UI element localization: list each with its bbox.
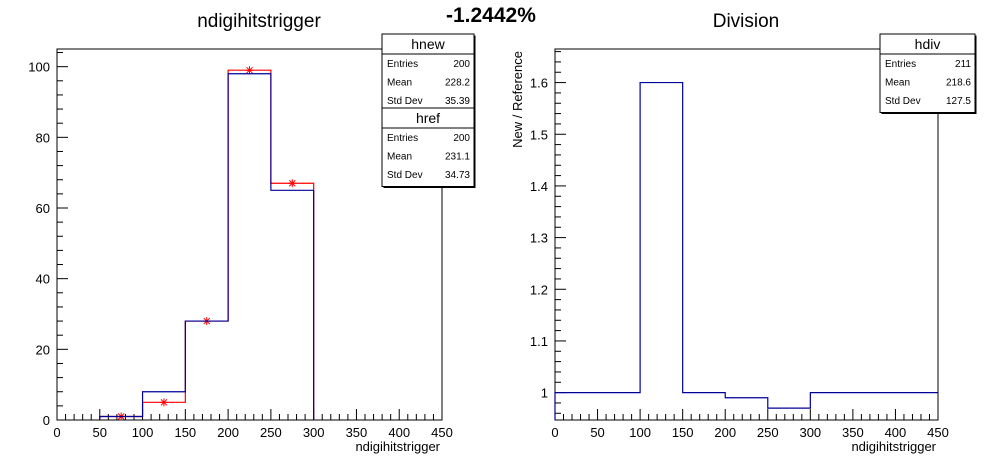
stats-value: 211 bbox=[955, 59, 971, 70]
x-axis-label: ndigihitstrigger bbox=[851, 439, 936, 454]
histogram-line-hnew bbox=[99, 69, 315, 420]
y-tick-label: 1.6 bbox=[530, 76, 548, 91]
x-axis-label: ndigihitstrigger bbox=[355, 439, 440, 454]
stats-label: Entries bbox=[387, 59, 418, 70]
stats-box-frame bbox=[381, 33, 475, 113]
bin-hdiv bbox=[810, 392, 938, 393]
x-tick-label: 100 bbox=[629, 425, 651, 440]
bin-hdiv bbox=[768, 408, 811, 409]
stats-box-frame bbox=[879, 33, 976, 113]
x-tick-label: 50 bbox=[93, 425, 107, 440]
x-tick-label: 300 bbox=[799, 425, 821, 440]
bin-href bbox=[228, 73, 271, 74]
y-tick-label: 80 bbox=[36, 130, 50, 145]
stats-label: Entries bbox=[387, 133, 418, 144]
stats-box-title: hnew bbox=[411, 36, 445, 52]
x-tick-label: 100 bbox=[132, 425, 154, 440]
stats-value: 228.2 bbox=[445, 78, 470, 89]
y-tick-label: 40 bbox=[36, 272, 50, 287]
x-tick-label: 250 bbox=[260, 425, 282, 440]
stats-box-title: href bbox=[416, 110, 440, 126]
x-tick-label: 350 bbox=[346, 425, 368, 440]
x-tick-label: 250 bbox=[757, 425, 779, 440]
bin-hdiv bbox=[725, 397, 768, 398]
x-tick-label: 0 bbox=[551, 425, 558, 440]
bin-marker-hnew bbox=[159, 398, 168, 407]
stats-box-hnew: hnew Entries 200 Mean 228.2 Std Dev 35.39 bbox=[381, 33, 476, 114]
y-tick-label: 1.2 bbox=[530, 282, 548, 297]
bin-hdiv bbox=[640, 82, 683, 83]
stats-value: 218.6 bbox=[946, 78, 971, 89]
stats-box-href: href Entries 200 Mean 231.1 Std Dev 34.73 bbox=[381, 107, 476, 188]
y-tick-label: 100 bbox=[28, 60, 50, 75]
histogram-line-href bbox=[99, 73, 315, 420]
chart-title: Division bbox=[713, 11, 780, 32]
stats-value: 35.39 bbox=[445, 96, 470, 107]
x-tick-label: 150 bbox=[672, 425, 694, 440]
x-tick-label: 450 bbox=[431, 425, 453, 440]
bin-hdiv bbox=[683, 392, 726, 393]
bin-href bbox=[100, 416, 143, 417]
x-tick-label: 50 bbox=[590, 425, 604, 440]
stats-value: 34.73 bbox=[445, 170, 470, 181]
y-tick-label: 20 bbox=[36, 342, 50, 357]
stats-box-hdiv: hdiv Entries 211 Mean 218.6 Std Dev 127.5 bbox=[879, 33, 977, 114]
x-tick-label: 200 bbox=[217, 425, 239, 440]
bin-href bbox=[271, 190, 314, 191]
stats-label: Std Dev bbox=[387, 170, 423, 181]
stats-label: Mean bbox=[387, 78, 412, 89]
y-tick-label: 1.5 bbox=[530, 127, 548, 142]
x-tick-label: 300 bbox=[303, 425, 325, 440]
bin-marker-hnew bbox=[288, 179, 297, 188]
bin-href bbox=[185, 321, 228, 322]
stats-label: Entries bbox=[885, 59, 916, 70]
chart-title: ndigihitstrigger bbox=[197, 11, 321, 32]
x-tick-label: 400 bbox=[388, 425, 410, 440]
y-tick-label: 1 bbox=[541, 386, 548, 401]
x-tick-label: 200 bbox=[714, 425, 736, 440]
x-tick-label: 150 bbox=[174, 425, 196, 440]
stats-label: Mean bbox=[387, 152, 412, 163]
y-tick-label: 1.4 bbox=[530, 179, 548, 194]
stats-value: 200 bbox=[453, 133, 470, 144]
stats-label: Std Dev bbox=[885, 96, 921, 107]
stats-value: 200 bbox=[453, 59, 470, 70]
stats-value: 127.5 bbox=[946, 96, 971, 107]
y-tick-label: 0 bbox=[43, 413, 50, 428]
stats-value: 231.1 bbox=[445, 152, 470, 163]
y-tick-label: 60 bbox=[36, 201, 50, 216]
y-tick-label: 1.1 bbox=[530, 334, 548, 349]
stats-box-title: hdiv bbox=[915, 36, 941, 52]
bin-marker-hnew bbox=[245, 66, 254, 75]
y-axis-label: New / Reference bbox=[510, 51, 525, 148]
stats-label: Std Dev bbox=[387, 96, 423, 107]
x-tick-label: 450 bbox=[927, 425, 949, 440]
plot-frame bbox=[56, 48, 443, 421]
division-histogram-panel: Division 0 50 100 150 200 250 300 350 400 450 1 1.1 1… bbox=[510, 11, 977, 454]
x-tick-label: 0 bbox=[53, 425, 60, 440]
histogram-line-hdiv bbox=[554, 81, 938, 420]
stats-label: Mean bbox=[885, 78, 910, 89]
bin-hdiv bbox=[555, 392, 640, 393]
percent-difference: -1.2442% bbox=[446, 4, 536, 27]
y-tick-label: 1.3 bbox=[530, 231, 548, 246]
x-tick-label: 350 bbox=[842, 425, 864, 440]
stats-box-frame bbox=[381, 107, 475, 187]
x-tick-label: 400 bbox=[885, 425, 907, 440]
bin-href bbox=[143, 391, 186, 392]
plot-frame bbox=[554, 48, 939, 421]
